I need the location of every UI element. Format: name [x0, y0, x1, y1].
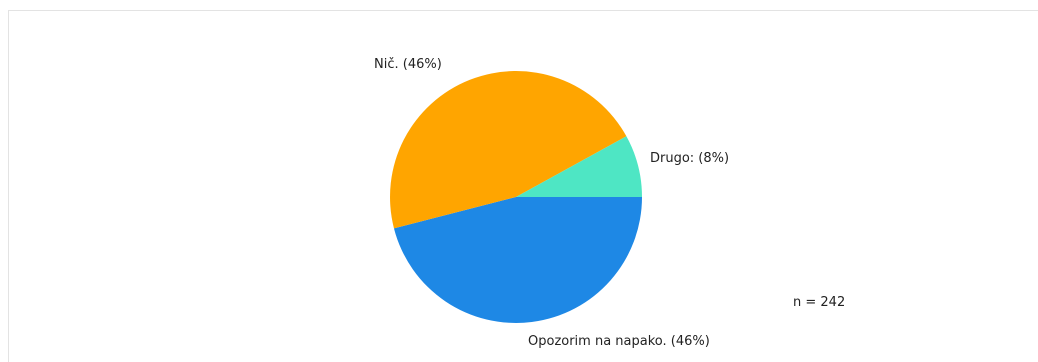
slice-label-opozorim: Opozorim na napako. (46%): [528, 334, 710, 349]
pie-labels: Opozorim na napako. (46%) Nič. (46%) Dru…: [374, 57, 729, 349]
sample-size-annotation: n = 242: [793, 295, 845, 310]
pie-slices: [390, 71, 642, 323]
slice-nic: [390, 71, 627, 229]
slice-drugo: [516, 136, 642, 197]
slice-label-drugo: Drugo: (8%): [650, 151, 729, 166]
slice-label-nic: Nič. (46%): [374, 57, 442, 72]
slice-opozorim: [393, 197, 642, 323]
